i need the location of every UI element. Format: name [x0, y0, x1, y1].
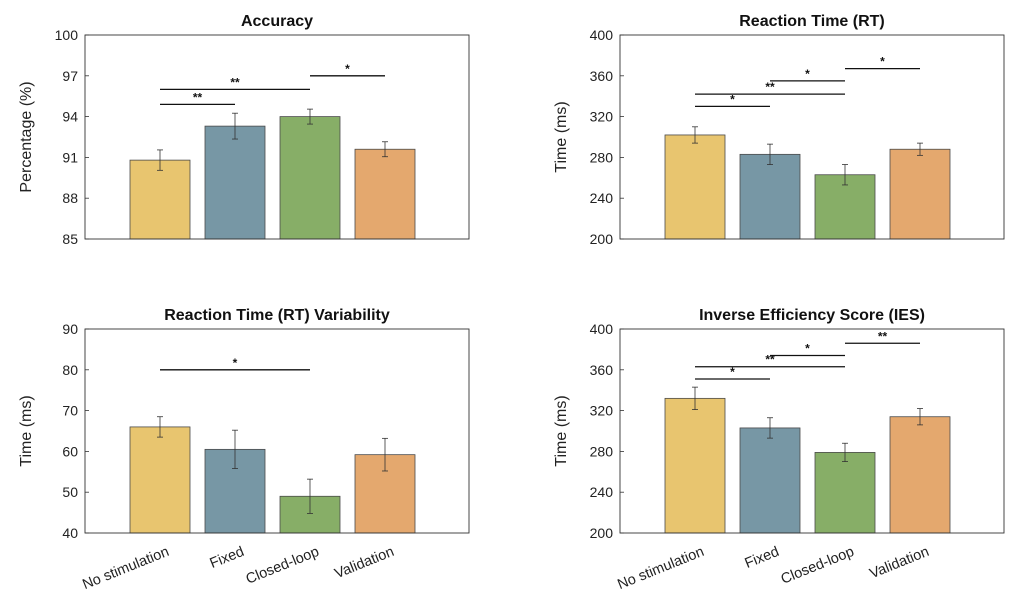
y-axis-label: Time (ms)	[553, 395, 570, 466]
chart-title: Accuracy	[241, 13, 313, 30]
significance-label: *	[805, 342, 810, 356]
significance-label: *	[233, 356, 238, 370]
y-tick-label: 40	[62, 525, 78, 541]
x-tick-label: Fixed	[208, 544, 247, 572]
y-tick-label: 320	[590, 109, 614, 125]
significance-label: **	[878, 329, 888, 343]
significance-label: **	[193, 90, 203, 104]
x-tick-label: No stimulation	[80, 544, 171, 593]
y-tick-label: 70	[62, 403, 78, 419]
x-tick-label: No stimulation	[615, 544, 706, 593]
y-tick-label: 400	[590, 27, 614, 43]
y-tick-label: 280	[590, 443, 614, 459]
significance-label: *	[805, 67, 810, 81]
bar	[739, 427, 801, 534]
bar	[129, 426, 191, 534]
x-tick-label: Closed-loop	[244, 544, 322, 588]
y-tick-label: 280	[590, 149, 614, 165]
y-tick-label: 200	[590, 525, 614, 541]
y-tick-label: 360	[590, 68, 614, 84]
bar	[814, 452, 876, 534]
significance-label: **	[230, 75, 240, 89]
axes-frame	[84, 34, 470, 240]
bar	[129, 159, 191, 240]
y-tick-label: 88	[62, 190, 78, 206]
significance-label: **	[765, 80, 775, 94]
y-tick-label: 100	[55, 27, 79, 43]
bar	[664, 397, 726, 534]
x-tick-label: Validation	[332, 544, 396, 582]
axes-frame	[84, 328, 470, 534]
bar	[814, 174, 876, 240]
y-tick-label: 91	[62, 149, 78, 165]
chart-title: Reaction Time (RT)	[739, 13, 885, 30]
y-tick-label: 85	[62, 231, 78, 247]
y-tick-label: 400	[590, 321, 614, 337]
y-tick-label: 240	[590, 190, 614, 206]
significance-label: *	[730, 365, 735, 379]
y-axis-label: Time (ms)	[553, 101, 570, 172]
chart-panel-2: Reaction Time (RT) 200 240 280 320 360 400 Time…	[553, 13, 1005, 247]
y-tick-label: 50	[62, 484, 78, 500]
y-tick-label: 200	[590, 231, 614, 247]
y-tick-label: 80	[62, 362, 78, 378]
bar	[279, 116, 341, 240]
bar	[739, 153, 801, 240]
x-tick-label: Closed-loop	[779, 544, 857, 588]
chart-title: Reaction Time (RT) Variability	[164, 307, 390, 324]
axes-frame	[619, 34, 1005, 240]
y-tick-label: 360	[590, 362, 614, 378]
significance-label: *	[880, 55, 885, 69]
y-tick-label: 320	[590, 403, 614, 419]
bar	[889, 148, 951, 240]
x-tick-label: Validation	[867, 544, 931, 582]
y-tick-label: 94	[62, 109, 78, 125]
significance-label: **	[765, 353, 775, 367]
bar	[889, 416, 951, 534]
y-tick-label: 90	[62, 321, 78, 337]
axes-frame	[619, 328, 1005, 534]
y-axis-label: Time (ms)	[18, 395, 35, 466]
significance-label: *	[730, 92, 735, 106]
bar	[354, 148, 416, 240]
chart-panel-3: Reaction Time (RT) Variability 40 50 60 70 80…	[18, 307, 470, 593]
chart-panel-4: Inverse Efficiency Score (IES) 200 240 280 3…	[553, 307, 1005, 593]
significance-label: *	[345, 62, 350, 76]
y-tick-label: 97	[62, 68, 78, 84]
x-tick-label: Fixed	[743, 544, 782, 572]
y-tick-label: 60	[62, 443, 78, 459]
bar	[664, 134, 726, 240]
y-tick-label: 240	[590, 484, 614, 500]
bar	[204, 125, 266, 240]
chart-title: Inverse Efficiency Score (IES)	[699, 307, 925, 324]
y-axis-label: Percentage (%)	[18, 81, 35, 192]
